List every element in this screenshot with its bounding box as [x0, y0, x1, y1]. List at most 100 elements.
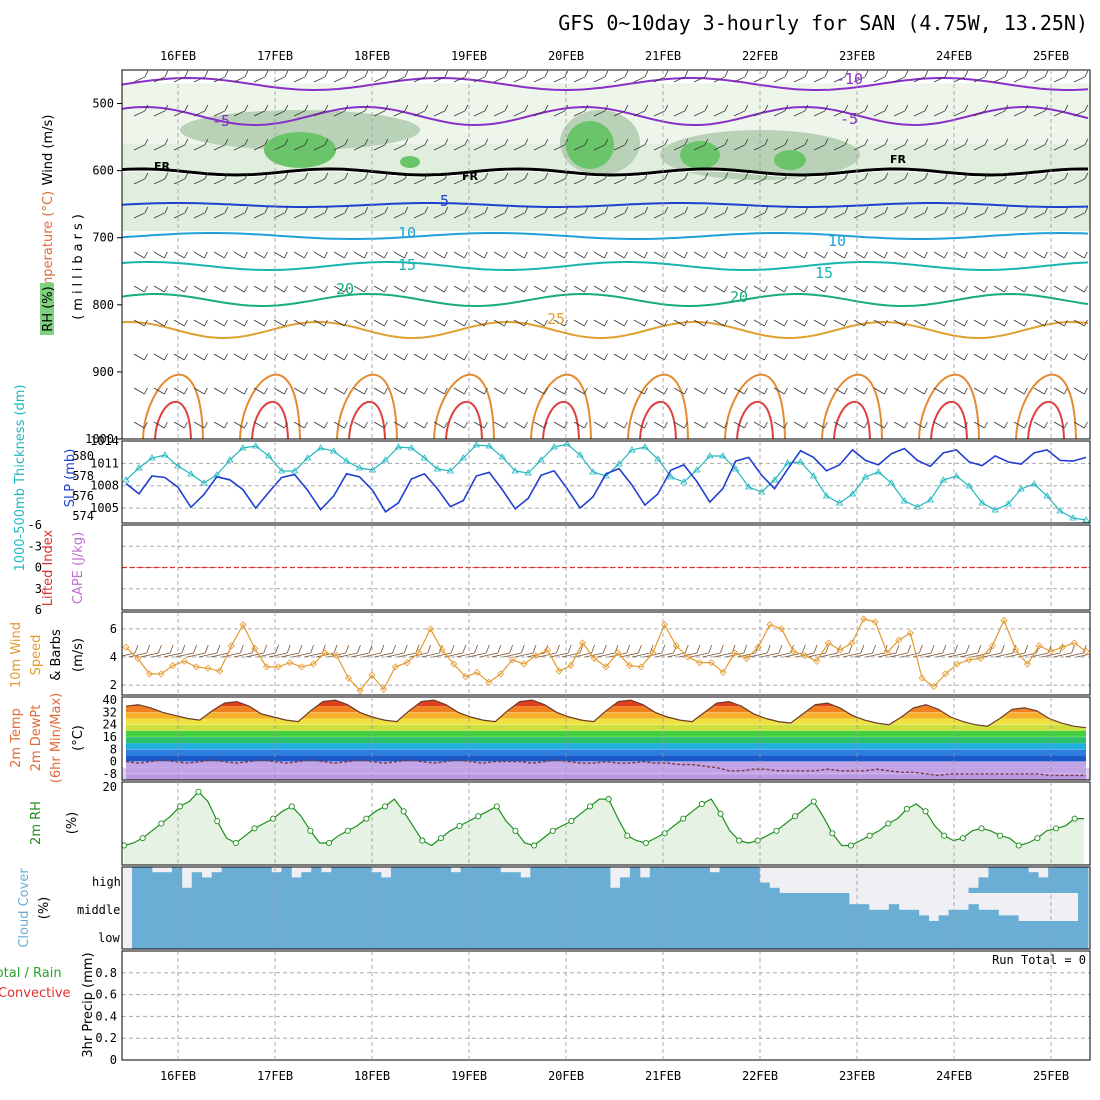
wind-barb-feather: [1044, 387, 1048, 395]
wind-barb-feather: [1044, 353, 1048, 361]
cloud-bar-low: [769, 921, 780, 949]
wind-barb-feather: [544, 285, 548, 293]
wind-barb: [533, 76, 546, 83]
wind-barb-feather: [664, 319, 668, 327]
wind-barb: [753, 387, 765, 395]
rh2m-marker: [997, 832, 1004, 839]
wind-barb-feather: [1024, 70, 1029, 78]
cloud-bar-middle: [858, 904, 870, 921]
cloud-bar-middle: [769, 893, 780, 921]
rh-high-patch: [774, 150, 806, 170]
top-date-label: 20FEB: [548, 49, 584, 63]
wind-barb-feather: [544, 70, 549, 78]
wind-barb-feather: [364, 353, 368, 361]
cloud-bar-high: [480, 867, 491, 893]
cloud-bar-high: [709, 872, 720, 893]
wind-barb: [873, 110, 886, 117]
wind-barb-feather: [584, 421, 588, 429]
isotherm-35-arc: [930, 401, 968, 439]
wind10m-barb-feather: [813, 644, 818, 654]
wind-barb-feather: [444, 319, 448, 327]
cloud-bar-low: [301, 921, 312, 949]
isotherm-label: 25: [547, 310, 565, 328]
wind-barb-feather: [1004, 285, 1008, 293]
cloud-bar-middle: [629, 893, 641, 921]
wind-barb-feather: [704, 206, 709, 214]
cloud-bar-high: [321, 872, 332, 893]
wind-barb-feather: [884, 285, 888, 293]
cloud-bar-middle: [141, 893, 153, 921]
wind-barb-feather: [904, 421, 908, 429]
wind-barb: [273, 285, 285, 293]
run-total-text: Run Total = 0: [992, 953, 1086, 967]
wind-barb-feather: [864, 206, 869, 214]
wind-barb: [453, 76, 466, 83]
wind-speed-marker: [813, 657, 821, 665]
wind10m-barb: [433, 652, 452, 658]
wind10m-barb: [152, 652, 171, 658]
wind-barb: [1013, 387, 1025, 395]
cloud-bar-low: [530, 921, 541, 949]
wind10m-barb: [596, 652, 616, 658]
wind-barb: [253, 144, 266, 151]
cloud-bar-middle: [619, 893, 631, 921]
wind-barb-feather: [644, 104, 649, 112]
isotherm-5: [122, 202, 1089, 208]
wind-barb: [313, 421, 325, 429]
rh2m-marker: [214, 818, 221, 825]
wind-barb: [373, 178, 386, 185]
panel-frame-p6: [121, 781, 1091, 866]
wind-barb-feather: [204, 251, 208, 259]
wind-barb-feather: [364, 251, 368, 259]
wind-barb: [853, 387, 865, 395]
rh2m-marker: [307, 827, 314, 834]
wind-barb-feather: [484, 70, 489, 78]
wind-barb-feather: [704, 172, 709, 180]
cloud-bar-low: [988, 921, 999, 949]
temperature-panel: [122, 699, 1090, 780]
cloud-bar-high: [629, 867, 641, 893]
wind-barb: [413, 144, 426, 151]
wind-barb: [273, 76, 286, 83]
wind-barb-feather: [964, 387, 968, 395]
cloud-bar-middle: [649, 893, 661, 921]
wind10m-barb-feather: [872, 644, 876, 654]
rh2m-marker: [978, 825, 985, 832]
thickness-marker: [329, 447, 338, 454]
wind-barb-feather: [684, 319, 688, 327]
wind-barb-feather: [184, 104, 189, 112]
wind-barb: [833, 387, 845, 395]
cloud-bar-middle: [261, 893, 272, 921]
cloud-bar-low: [211, 921, 223, 949]
wind-barb: [453, 285, 465, 293]
wind-barb-feather: [684, 353, 688, 361]
wind-speed-marker: [719, 668, 727, 677]
wind-barb: [513, 285, 525, 293]
wind-barb-feather: [824, 421, 828, 429]
wind-barb-feather: [704, 421, 708, 429]
dewpt2m-label: 2m DewPt: [29, 705, 44, 772]
wind-barb-feather: [544, 206, 549, 214]
wind10m-barb: [550, 652, 569, 658]
wind-barb: [593, 353, 605, 361]
wind-barb: [893, 144, 906, 151]
wind-barb: [1013, 178, 1026, 185]
wind-barb-feather: [1024, 285, 1028, 293]
wind-barb-feather: [884, 138, 889, 146]
temp-band: [126, 749, 1086, 756]
thickness-marker: [433, 465, 442, 472]
wind10m-barb-feather: [602, 644, 607, 654]
wind-barb-feather: [304, 353, 308, 361]
wind-barb: [433, 285, 445, 293]
wind-barb-feather: [304, 172, 309, 180]
wind-barb-feather: [484, 387, 488, 395]
wind-speed-marker: [778, 625, 786, 633]
wind-barb: [693, 353, 705, 361]
wind-barb-feather: [1004, 387, 1008, 395]
temp-band: [126, 712, 1086, 719]
wind10m-barb: [620, 652, 639, 658]
wind-barb-feather: [944, 387, 948, 395]
wind-barb-feather: [504, 353, 508, 361]
wind-barb: [913, 110, 926, 117]
wind-barb: [313, 178, 326, 185]
